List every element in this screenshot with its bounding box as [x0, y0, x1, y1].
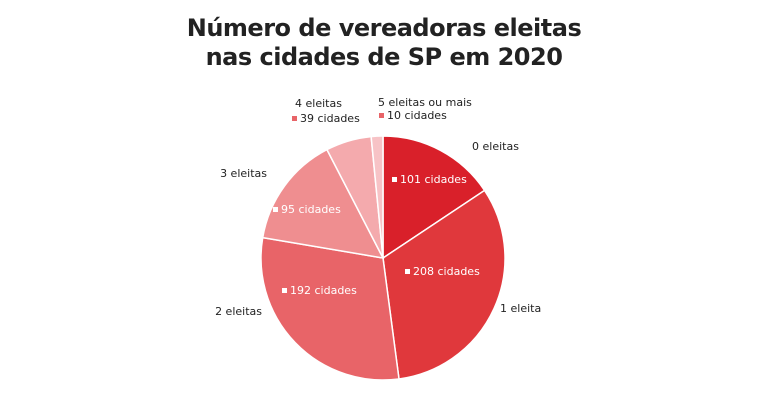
pie-slice — [370, 135, 384, 259]
label-marker — [392, 177, 397, 182]
category-label: 4 eleitas — [295, 97, 342, 110]
pie-slice — [382, 135, 486, 260]
value-label: 101 cidades — [400, 173, 467, 186]
category-label: 0 eleitas — [472, 140, 519, 153]
label-marker — [379, 113, 384, 118]
pie-slice — [382, 189, 506, 380]
label-marker — [292, 116, 297, 121]
value-label: 39 cidades — [300, 112, 360, 125]
value-label: 192 cidades — [290, 284, 357, 297]
value-label: 208 cidades — [413, 265, 480, 278]
category-label: 2 eleitas — [215, 305, 262, 318]
pie-slice — [261, 148, 385, 259]
chart-title: Número de vereadoras eleitas nas cidades… — [186, 14, 582, 71]
label-marker — [405, 269, 410, 274]
value-label: 10 cidades — [387, 109, 447, 122]
category-label: 1 eleita — [500, 302, 541, 315]
category-label: 3 eleitas — [220, 167, 267, 180]
label-marker — [282, 288, 287, 293]
label-marker — [273, 207, 278, 212]
category-label: 5 eleitas ou mais — [378, 96, 472, 109]
pie-slice — [260, 236, 400, 381]
value-label: 95 cidades — [281, 203, 341, 216]
